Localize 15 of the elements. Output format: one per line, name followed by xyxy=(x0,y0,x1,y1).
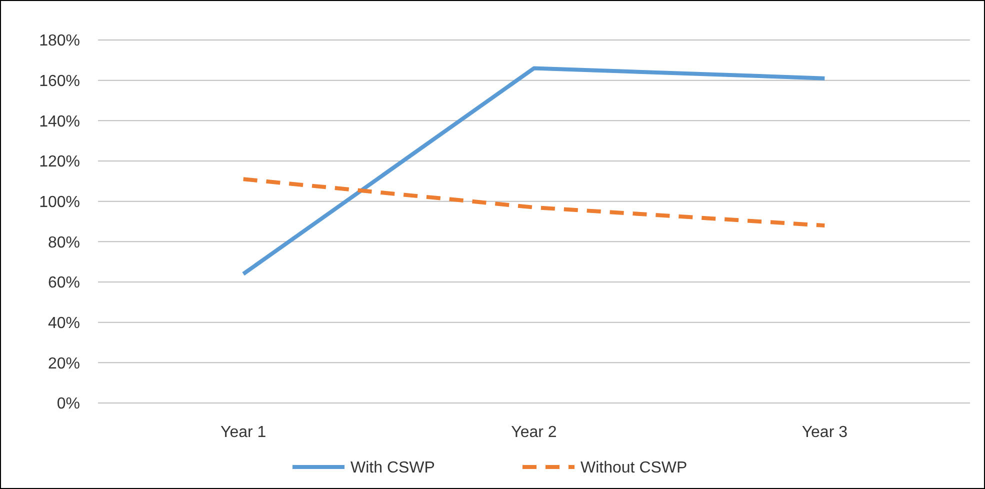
y-tick-label: 180% xyxy=(39,32,80,50)
legend-label: With CSWP xyxy=(350,460,435,477)
x-tick-label: Year 3 xyxy=(802,424,848,441)
y-tick-label: 60% xyxy=(48,274,80,292)
x-tick-label: Year 2 xyxy=(511,424,557,441)
y-tick-label: 20% xyxy=(48,355,80,372)
y-tick-label: 40% xyxy=(48,314,80,332)
legend-label: Without CSWP xyxy=(580,460,688,477)
y-tick-label: 100% xyxy=(39,194,80,211)
y-tick-label: 140% xyxy=(39,113,80,130)
y-tick-label: 80% xyxy=(48,234,80,252)
y-tick-label: 0% xyxy=(56,396,80,413)
y-tick-label: 160% xyxy=(39,72,80,90)
x-tick-label: Year 1 xyxy=(220,424,266,441)
y-tick-label: 120% xyxy=(39,154,80,171)
